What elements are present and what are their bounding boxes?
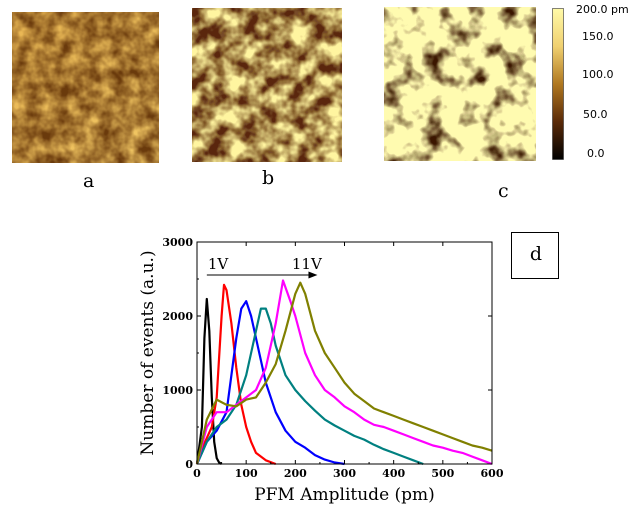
y-tick-label: 2000	[162, 310, 193, 323]
colorbar-label-200: 200.0 pm	[576, 3, 629, 16]
x-tick-label: 500	[431, 467, 454, 480]
x-tick-label: 300	[333, 467, 356, 480]
series-line-5	[195, 279, 493, 466]
colorbar-label-100: 100.0	[582, 68, 614, 81]
y-axis-title: Number of events (a.u.)	[138, 250, 158, 455]
colorbar-label-150: 150.0	[582, 30, 614, 43]
voltage-arrow-head	[308, 271, 318, 279]
panel-c-image	[384, 7, 536, 161]
series-line-3	[195, 300, 345, 466]
panel-d-label-box: d	[511, 232, 559, 279]
series-line-4	[195, 307, 424, 466]
series-line-1	[195, 297, 223, 465]
y-tick-label: 3000	[162, 236, 193, 249]
series-line-2	[195, 283, 277, 466]
colorbar	[552, 8, 564, 160]
x-tick-label: 600	[481, 467, 504, 480]
y-tick-label: 0	[185, 458, 193, 471]
colorbar-label-0: 0.0	[587, 147, 605, 160]
annotation-end-label: 11V	[292, 255, 323, 273]
annotation-start-label: 1V	[208, 255, 230, 273]
panel-a-image	[12, 12, 159, 163]
panel-b-image	[192, 8, 342, 162]
panel-a-label: a	[83, 170, 95, 192]
x-tick-label: 0	[193, 467, 201, 480]
panel-c-label: c	[498, 180, 509, 202]
y-tick-label: 1000	[162, 384, 193, 397]
colorbar-label-50: 50.0	[583, 108, 608, 121]
x-tick-label: 200	[284, 467, 307, 480]
panel-d-label: d	[529, 243, 543, 265]
x-axis-title: PFM Amplitude (pm)	[254, 485, 435, 505]
x-tick-label: 100	[235, 467, 258, 480]
panel-b-label: b	[262, 167, 275, 189]
x-tick-label: 400	[382, 467, 405, 480]
series-line-6	[195, 281, 493, 465]
